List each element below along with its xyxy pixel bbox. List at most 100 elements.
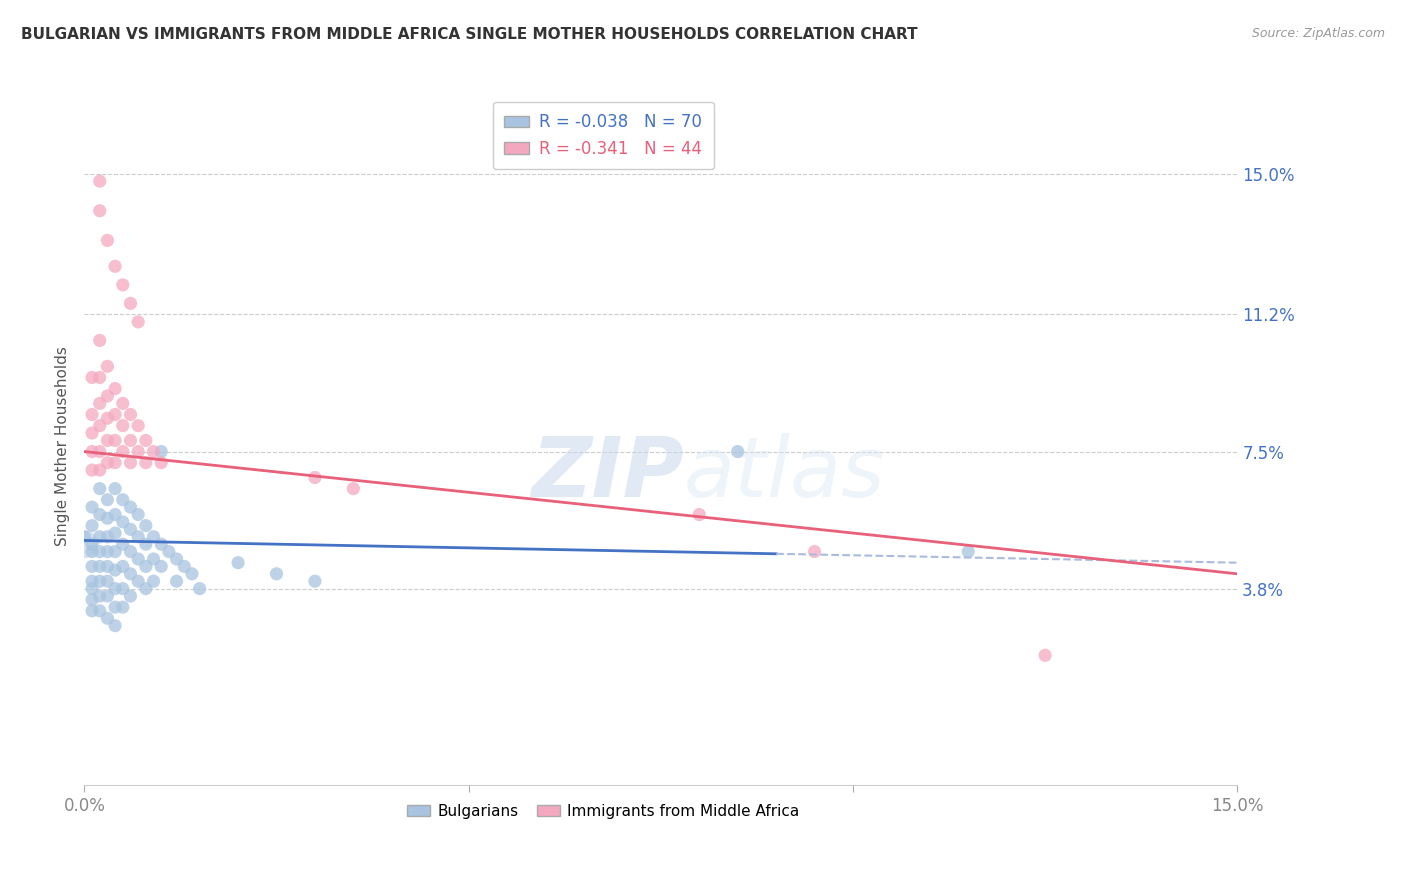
Point — [150, 444, 173, 458]
Point — [80, 425, 103, 440]
Point — [80, 408, 103, 422]
Point — [104, 544, 127, 558]
Point — [89, 444, 111, 458]
Point — [104, 508, 127, 522]
Point — [150, 559, 173, 574]
Point — [96, 611, 118, 625]
Point — [80, 582, 103, 596]
Point — [111, 559, 134, 574]
Point — [111, 396, 134, 410]
Point — [135, 434, 157, 448]
Point — [80, 574, 103, 589]
Point — [127, 552, 149, 566]
Point — [96, 589, 118, 603]
Point — [104, 456, 127, 470]
Point — [120, 566, 142, 581]
Point — [89, 482, 111, 496]
Point — [127, 315, 149, 329]
Point — [120, 544, 142, 558]
Point — [111, 537, 134, 551]
Point — [142, 574, 165, 589]
Point — [342, 482, 364, 496]
Point — [111, 492, 134, 507]
Point — [304, 470, 326, 484]
Point — [80, 592, 103, 607]
Point — [150, 456, 173, 470]
Point — [142, 530, 165, 544]
Point — [80, 559, 103, 574]
Text: Source: ZipAtlas.com: Source: ZipAtlas.com — [1251, 27, 1385, 40]
Point — [135, 559, 157, 574]
Point — [104, 260, 127, 274]
Point — [104, 382, 127, 396]
Point — [957, 544, 980, 558]
Point — [150, 537, 173, 551]
Point — [96, 359, 118, 374]
Point — [803, 544, 825, 558]
Point — [80, 544, 103, 558]
Point — [304, 574, 326, 589]
Point — [89, 174, 111, 188]
Point — [135, 518, 157, 533]
Point — [157, 544, 180, 558]
Point — [120, 408, 142, 422]
Point — [73, 530, 96, 544]
Point — [166, 552, 188, 566]
Point — [266, 566, 288, 581]
Point — [127, 530, 149, 544]
Point — [226, 556, 249, 570]
Point — [96, 492, 118, 507]
Point — [173, 559, 195, 574]
Point — [120, 456, 142, 470]
Point — [104, 582, 127, 596]
Point — [96, 530, 118, 544]
Point — [127, 418, 149, 433]
Point — [89, 508, 111, 522]
Point — [96, 511, 118, 525]
Point — [89, 544, 111, 558]
Point — [1033, 648, 1056, 663]
Point — [135, 582, 157, 596]
Point — [120, 589, 142, 603]
Point — [111, 600, 134, 615]
Point — [80, 604, 103, 618]
Point — [120, 434, 142, 448]
Y-axis label: Single Mother Households: Single Mother Households — [55, 346, 70, 546]
Point — [120, 296, 142, 310]
Point — [96, 434, 118, 448]
Point — [80, 370, 103, 384]
Point — [73, 537, 96, 551]
Point — [80, 537, 103, 551]
Point — [135, 537, 157, 551]
Point — [120, 500, 142, 515]
Point — [727, 444, 749, 458]
Point — [111, 444, 134, 458]
Point — [104, 408, 127, 422]
Point — [89, 203, 111, 218]
Point — [166, 574, 188, 589]
Point — [80, 463, 103, 477]
Point — [127, 508, 149, 522]
Point — [89, 574, 111, 589]
Point — [80, 444, 103, 458]
Legend: Bulgarians, Immigrants from Middle Africa: Bulgarians, Immigrants from Middle Afric… — [401, 797, 806, 825]
Text: BULGARIAN VS IMMIGRANTS FROM MIDDLE AFRICA SINGLE MOTHER HOUSEHOLDS CORRELATION : BULGARIAN VS IMMIGRANTS FROM MIDDLE AFRI… — [21, 27, 918, 42]
Point — [688, 508, 710, 522]
Point — [181, 566, 204, 581]
Point — [96, 456, 118, 470]
Point — [127, 574, 149, 589]
Point — [127, 444, 149, 458]
Point — [96, 544, 118, 558]
Point — [89, 604, 111, 618]
Point — [111, 277, 134, 292]
Point — [104, 600, 127, 615]
Point — [96, 411, 118, 425]
Point — [142, 444, 165, 458]
Point — [89, 418, 111, 433]
Point — [104, 526, 127, 541]
Point — [111, 582, 134, 596]
Point — [89, 463, 111, 477]
Point — [89, 396, 111, 410]
Point — [142, 552, 165, 566]
Point — [89, 334, 111, 348]
